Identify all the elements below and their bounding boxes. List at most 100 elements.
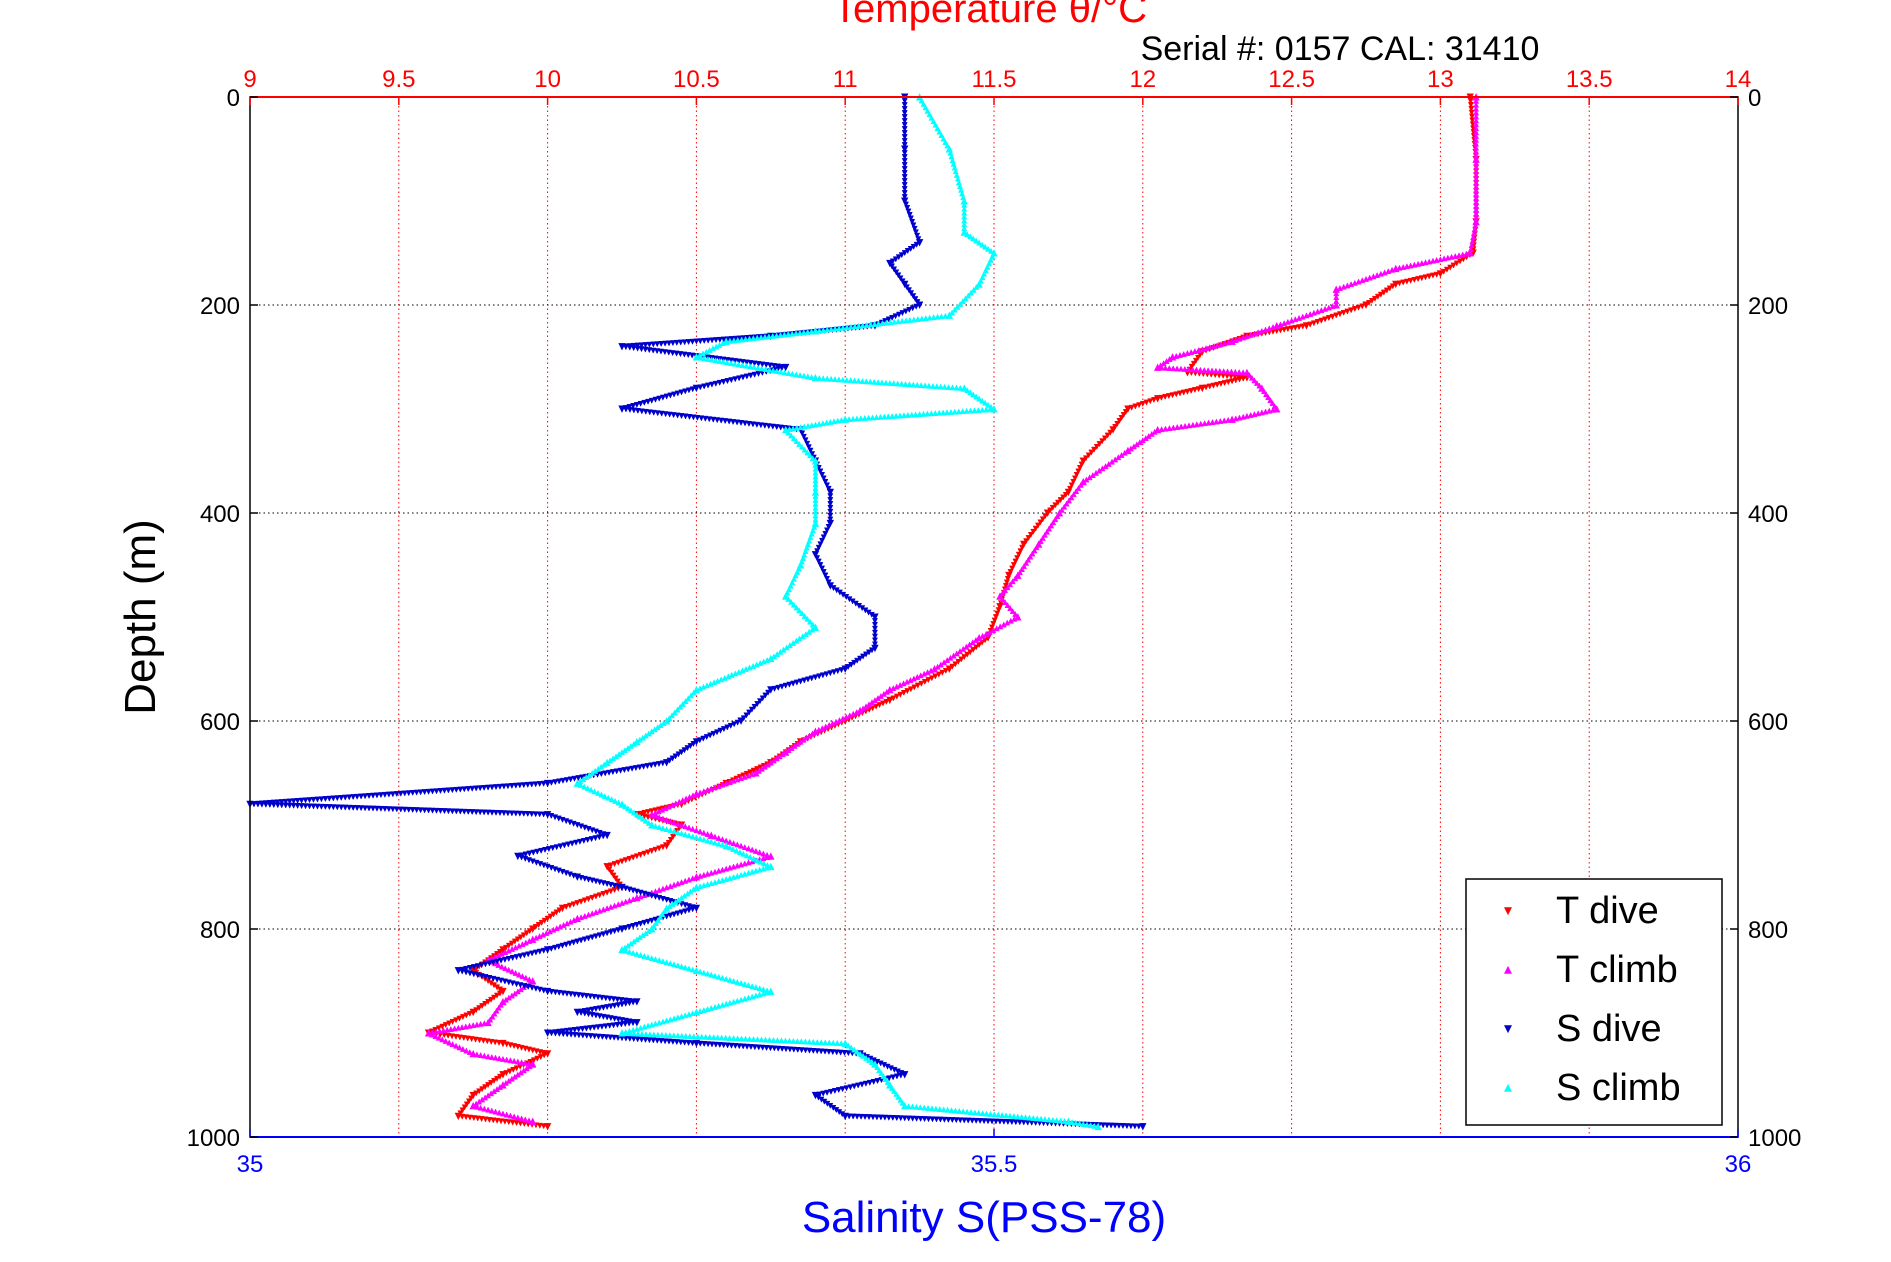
data-point [804,615,811,622]
data-point [1065,497,1073,504]
data-point [466,1022,473,1029]
data-point [517,1069,524,1076]
data-point [659,806,666,813]
data-point [781,369,788,376]
data-point [1030,528,1037,535]
data-point [967,1108,974,1115]
data-point [489,809,496,816]
data-point [1162,425,1169,432]
data-point [826,1039,833,1046]
data-point [1021,562,1028,569]
data-point [873,414,880,421]
data-point [1017,548,1024,555]
data-point [901,142,908,149]
data-point [733,847,740,854]
data-point [603,758,611,767]
data-point [850,710,857,717]
data-point [485,784,492,791]
data-point [1068,494,1075,501]
data-point [1010,562,1017,569]
data-point [1281,320,1288,327]
data-point [907,215,914,222]
data-point [1009,565,1016,572]
data-point [822,723,829,730]
data-point [1236,368,1243,375]
data-point [697,1040,704,1047]
data-point [482,1094,489,1101]
data-point [934,313,941,320]
data-point [971,407,978,414]
data-point [389,791,396,798]
data-point [734,997,741,1004]
data-point [809,730,816,737]
data-point [747,853,754,860]
data-point [904,678,911,685]
data-point [910,316,917,323]
data-point [827,418,834,425]
data-point [646,1037,653,1044]
data-point [326,795,333,802]
data-point [481,1105,488,1112]
data-point [1262,408,1269,415]
data-point [850,1113,857,1120]
data-point [846,712,853,719]
data-point [488,1090,495,1097]
data-point [811,327,820,335]
legend-box [1465,878,1723,1126]
data-point [512,969,519,976]
data-point [786,642,793,649]
data-point [808,422,815,429]
data-point [1174,423,1181,430]
data-point [889,412,896,419]
data-point [1083,1121,1091,1128]
data-point [667,817,674,824]
data-point [461,786,468,793]
data-point [607,1034,614,1041]
data-point [485,809,492,816]
data-point [1064,1117,1073,1125]
data-point [829,720,836,727]
data-point [841,1049,848,1056]
data-point [556,1030,563,1037]
data-point [1199,346,1206,353]
data-point [1114,421,1121,428]
data-point [465,786,472,793]
data-point [860,1052,867,1059]
data-point [930,314,937,321]
data-point [830,1039,837,1046]
data-point [794,1038,801,1045]
data-point [639,932,646,939]
data-point [630,895,637,902]
data-point [1102,463,1109,470]
data-point [845,1050,852,1057]
data-point [1123,1123,1130,1130]
data-point [682,823,689,830]
data-point [757,422,764,429]
data-point [745,845,752,852]
data-point [658,1038,665,1045]
data-point [630,1036,637,1043]
temperature-tick-label: 11.5 [972,66,1017,93]
data-point [765,333,772,340]
data-point [642,732,649,739]
data-point [937,383,944,390]
data-point [1046,525,1053,532]
data-point [477,785,484,792]
data-point [910,675,917,682]
data-point [704,786,711,793]
data-point [592,908,599,915]
legend-marker [1504,965,1512,974]
data-point [724,1042,731,1049]
temperature-tick-label: 11 [833,66,858,93]
data-point [871,621,878,628]
data-point [704,682,711,689]
data-point [796,440,803,447]
data-point [764,656,771,663]
data-point [678,821,685,828]
data-point [694,414,701,421]
data-point [607,903,614,910]
data-point [486,1116,493,1123]
temperature-tick-label: 10.5 [673,66,720,93]
data-point [1043,528,1050,535]
data-point [618,800,626,808]
